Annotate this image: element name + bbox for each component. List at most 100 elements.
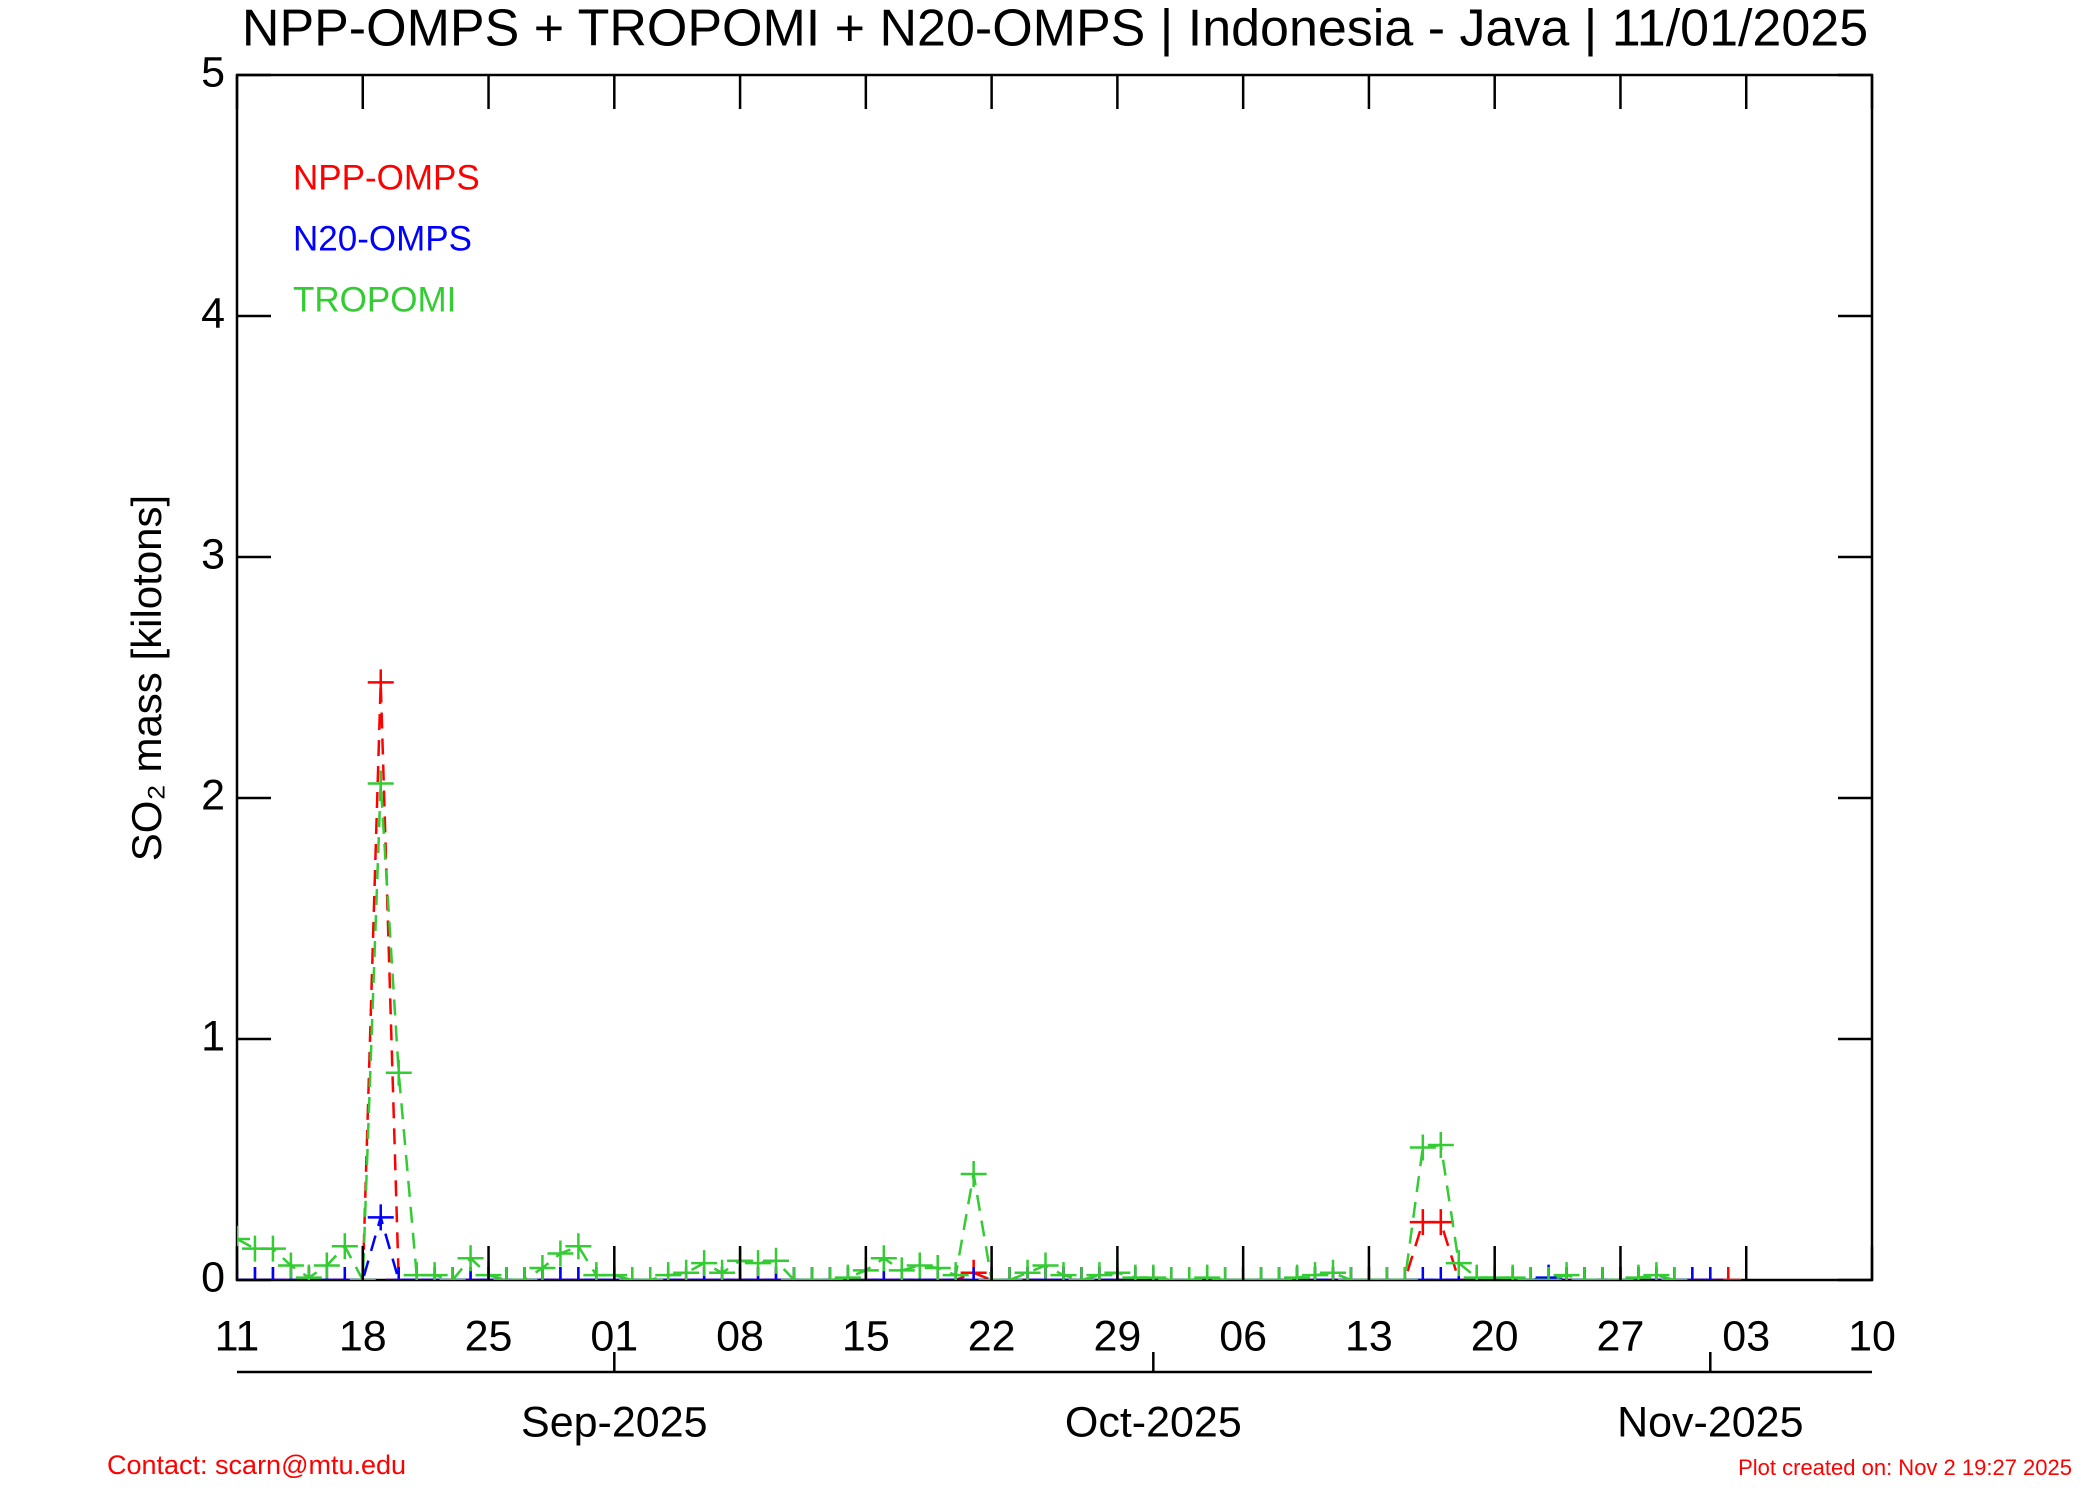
data-point — [237, 1226, 250, 1253]
data-point — [1140, 1264, 1167, 1280]
data-point — [1158, 1267, 1185, 1280]
data-point — [745, 1250, 772, 1277]
data-point — [1697, 1267, 1724, 1280]
y-tick-label: 0 — [201, 1253, 225, 1301]
y-tick-label: 3 — [201, 530, 225, 578]
month-label: Nov-2025 — [1617, 1398, 1803, 1446]
data-point — [313, 1252, 340, 1279]
data-point — [547, 1267, 574, 1280]
data-point — [1266, 1267, 1293, 1280]
data-point — [1212, 1267, 1239, 1280]
data-point — [565, 1267, 592, 1280]
data-point — [331, 1233, 358, 1260]
data-point — [1445, 1250, 1472, 1277]
data-point — [1535, 1267, 1562, 1280]
data-point — [1248, 1267, 1275, 1280]
x-tick-label: 25 — [465, 1312, 513, 1360]
month-label: Oct-2025 — [1065, 1398, 1242, 1446]
data-point — [529, 1254, 556, 1280]
data-point — [1409, 1134, 1436, 1161]
x-tick-label: 29 — [1093, 1312, 1141, 1360]
y-tick-label: 2 — [201, 771, 225, 819]
plot-area — [237, 669, 1742, 1280]
data-point — [709, 1259, 736, 1280]
data-point — [798, 1267, 825, 1280]
data-point — [1302, 1262, 1329, 1280]
data-point — [439, 1267, 466, 1280]
data-point — [637, 1267, 664, 1280]
x-tick-label: 03 — [1722, 1312, 1770, 1360]
data-point — [870, 1267, 897, 1280]
data-point — [1427, 1132, 1454, 1159]
data-point — [331, 1267, 358, 1280]
data-point — [942, 1262, 969, 1280]
data-point — [367, 1204, 394, 1231]
data-point — [1409, 1267, 1436, 1280]
data-point — [511, 1267, 538, 1280]
data-point — [1499, 1264, 1526, 1280]
data-point — [367, 669, 394, 696]
data-point — [241, 1267, 268, 1280]
data-point — [1661, 1267, 1688, 1280]
month-label: Sep-2025 — [521, 1398, 708, 1446]
data-point — [1625, 1264, 1652, 1280]
data-point — [1032, 1252, 1059, 1279]
created-note: Plot created on: Nov 2 19:27 2025 — [1738, 1455, 2072, 1480]
legend-entry: N20-OMPS — [293, 219, 472, 258]
data-point — [673, 1259, 700, 1280]
data-point — [259, 1267, 286, 1280]
legend-entry: TROPOMI — [293, 280, 456, 319]
data-point — [421, 1262, 448, 1280]
data-point — [1427, 1267, 1454, 1280]
data-point — [1571, 1267, 1598, 1280]
data-point — [1715, 1267, 1742, 1280]
data-point — [780, 1267, 807, 1280]
data-point — [834, 1264, 861, 1280]
data-point — [1679, 1267, 1706, 1280]
y-tick-label: 5 — [201, 48, 225, 96]
chart-title: NPP-OMPS + TROPOMI + N20-OMPS | Indonesi… — [242, 0, 1868, 58]
data-point — [691, 1250, 718, 1277]
data-point — [1517, 1267, 1544, 1280]
x-tick-label: 06 — [1219, 1312, 1267, 1360]
data-point — [619, 1267, 646, 1280]
series-line — [237, 682, 1729, 1280]
data-point — [1319, 1259, 1346, 1280]
data-point — [1553, 1262, 1580, 1280]
x-tick-label: 11 — [215, 1312, 260, 1360]
data-point — [385, 1267, 412, 1280]
data-point — [960, 1160, 987, 1187]
data-point — [1589, 1267, 1616, 1280]
data-point — [960, 1267, 987, 1280]
x-tick-label: 18 — [339, 1312, 387, 1360]
data-point — [259, 1235, 286, 1262]
x-tick-label: 22 — [968, 1312, 1016, 1360]
data-point — [1373, 1267, 1400, 1280]
data-point — [763, 1247, 790, 1274]
data-point — [816, 1267, 843, 1280]
x-tick-label: 08 — [716, 1312, 764, 1360]
data-point — [888, 1257, 915, 1280]
data-point — [655, 1262, 682, 1280]
data-point — [1086, 1262, 1113, 1280]
data-point — [457, 1245, 484, 1272]
data-point — [870, 1245, 897, 1272]
data-point — [1176, 1267, 1203, 1280]
data-point — [906, 1252, 933, 1279]
data-point — [295, 1264, 322, 1280]
data-point — [1068, 1267, 1095, 1280]
data-point — [277, 1252, 304, 1279]
data-point — [924, 1254, 951, 1280]
data-point — [1643, 1262, 1670, 1280]
data-point — [996, 1267, 1023, 1280]
data-point — [457, 1267, 484, 1280]
data-point — [367, 770, 394, 797]
x-tick-label: 27 — [1597, 1312, 1645, 1360]
y-tick-label: 1 — [201, 1012, 225, 1060]
data-point — [1050, 1262, 1077, 1280]
x-tick-label: 20 — [1471, 1312, 1519, 1360]
data-point — [385, 1059, 412, 1086]
data-point — [547, 1240, 574, 1267]
